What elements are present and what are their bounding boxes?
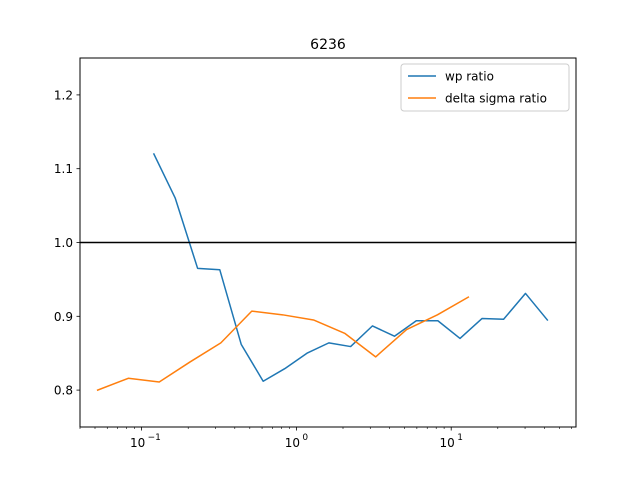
y-tick-label-2: 1.0 (54, 236, 73, 250)
y-tick-label-0: 0.8 (54, 384, 73, 398)
legend: wp ratio delta sigma ratio (400, 63, 570, 112)
legend-label-0: wp ratio (445, 70, 494, 84)
series-group (80, 152, 576, 392)
legend-box (400, 63, 570, 112)
series-line-1 (96, 296, 470, 392)
series-line-0 (152, 152, 549, 382)
y-tick-label-3: 1.1 (54, 162, 73, 176)
y-tick-label-4: 1.2 (54, 88, 73, 102)
x-tick-exponent-0: −1 (148, 433, 161, 443)
x-tick-label-2: 10 (440, 436, 455, 450)
y-tick-label-1: 0.9 (54, 310, 73, 324)
x-tick-label-1: 10 (285, 436, 300, 450)
chart-title: 6236 (310, 37, 346, 53)
axes: 0.80.91.01.11.210 −1 10 0 10 1 (54, 57, 577, 450)
legend-label-1: delta sigma ratio (445, 92, 547, 106)
x-tick-exponent-1: 0 (302, 433, 308, 443)
plot-area (80, 152, 576, 392)
x-tick-exponent-2: 1 (457, 433, 463, 443)
x-tick-label-0: 10 (130, 436, 145, 450)
